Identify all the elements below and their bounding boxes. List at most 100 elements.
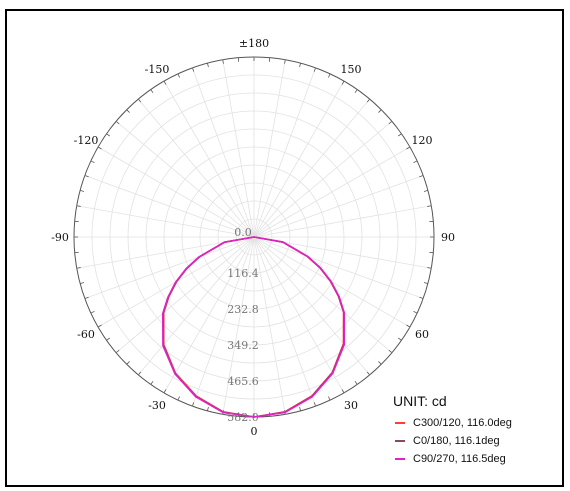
angle-tick-label: -90 — [51, 231, 69, 244]
unit-label: UNIT: cd — [393, 393, 447, 409]
grid-spoke — [76, 205, 255, 238]
outer-tick — [222, 59, 224, 64]
angle-tick-label: ±180 — [239, 37, 269, 50]
outer-tick — [207, 63, 209, 68]
outer-tick — [126, 109, 130, 113]
outer-tick — [423, 190, 428, 192]
outer-tick — [150, 380, 154, 385]
outer-tick — [97, 146, 102, 150]
radial-tick-label: 0.0 — [234, 226, 252, 239]
grid-spoke — [222, 59, 255, 238]
series-layer — [161, 236, 346, 418]
grid-spoke — [192, 236, 255, 407]
outer-tick — [76, 267, 81, 269]
outer-tick — [413, 160, 418, 163]
outer-tick — [413, 311, 418, 314]
outer-tick — [397, 337, 402, 341]
angle-tick-label: -60 — [77, 328, 95, 341]
grid-spoke — [163, 236, 255, 394]
grid-spoke — [137, 98, 255, 238]
angle-tick-label: 0 — [251, 425, 258, 438]
grid-spoke — [115, 120, 255, 238]
outer-tick — [284, 59, 286, 64]
grid-spoke — [253, 98, 371, 238]
outer-tick — [163, 80, 167, 85]
angle-tick-label: 120 — [412, 134, 433, 147]
outer-tick — [90, 160, 95, 163]
grid-spoke — [253, 236, 424, 299]
grid-spoke — [253, 146, 411, 238]
radial-tick-label: 582.0 — [227, 411, 259, 424]
legend-item-2: C0/180, 116.1deg — [393, 433, 512, 449]
outer-tick — [137, 371, 142, 376]
grid-spoke — [253, 236, 286, 415]
grid-spoke — [84, 175, 255, 238]
outer-tick — [80, 282, 85, 284]
radial-tick-label: 116.4 — [227, 267, 259, 280]
series-line-3 — [161, 236, 346, 418]
outer-tick — [313, 67, 316, 72]
outer-tick — [341, 389, 345, 394]
outer-tick — [207, 406, 209, 411]
legend-item-1: C300/120, 116.0deg — [393, 415, 512, 431]
grid-spoke — [253, 175, 424, 238]
outer-tick — [106, 133, 111, 137]
outer-tick — [192, 402, 195, 407]
grid-spoke — [253, 236, 393, 354]
outer-tick — [328, 73, 331, 78]
grid-spoke — [192, 67, 255, 238]
outer-tick — [354, 89, 358, 94]
grid-spoke — [222, 236, 255, 415]
radial-tick-label: 465.6 — [227, 375, 259, 388]
outer-tick — [150, 89, 154, 94]
outer-tick — [388, 349, 393, 354]
angle-tick-label: 150 — [341, 63, 362, 76]
outer-tick — [299, 63, 301, 68]
outer-tick — [341, 80, 345, 85]
legend-label-3: C90/270, 116.5deg — [413, 453, 506, 465]
outer-tick — [106, 337, 111, 341]
outer-tick — [378, 109, 382, 113]
grid-spoke — [253, 205, 432, 238]
legend-label-1: C300/120, 116.0deg — [413, 417, 512, 429]
grid-spoke — [253, 236, 371, 376]
outer-tick — [406, 324, 411, 328]
legend-label-2: C0/180, 116.1deg — [413, 435, 500, 447]
outer-tick — [423, 282, 428, 284]
angle-tick-label: 90 — [441, 231, 455, 244]
outer-tick — [76, 205, 81, 207]
angle-tick-label: 60 — [415, 328, 429, 341]
outer-tick — [354, 380, 358, 385]
grid-spoke — [253, 236, 316, 407]
grid-spoke — [97, 146, 255, 238]
outer-tick — [388, 120, 393, 125]
outer-tick — [163, 389, 167, 394]
outer-tick — [90, 311, 95, 314]
grid-spoke — [115, 236, 255, 354]
grid-spoke — [163, 80, 255, 238]
grid-spoke — [253, 59, 286, 238]
grid-spoke — [253, 80, 345, 238]
outer-tick — [406, 146, 411, 150]
grid-spoke — [253, 67, 316, 238]
outer-tick — [427, 267, 432, 269]
angle-tick-label: -150 — [145, 63, 170, 76]
outer-tick — [177, 396, 180, 401]
outer-tick — [427, 205, 432, 207]
legend-swatch-3 — [395, 458, 405, 460]
grid-spoke — [253, 120, 393, 238]
outer-tick — [313, 402, 316, 407]
radial-tick-label: 232.8 — [227, 303, 259, 316]
outer-tick — [328, 396, 331, 401]
outer-tick — [419, 296, 424, 299]
outer-tick — [366, 98, 371, 103]
outer-tick — [419, 175, 424, 178]
angle-tick-label: -120 — [74, 134, 99, 147]
axis-labels: ±180 150 120 90 60 30 0 -30 -60 -90 -120 -150 0.0 116… — [51, 37, 455, 438]
legend-item-3: C90/270, 116.5deg — [393, 451, 512, 467]
outer-tick — [397, 133, 402, 137]
legend-swatch-1 — [395, 422, 405, 424]
legend-swatch-2 — [395, 440, 405, 442]
outer-tick — [97, 324, 102, 328]
